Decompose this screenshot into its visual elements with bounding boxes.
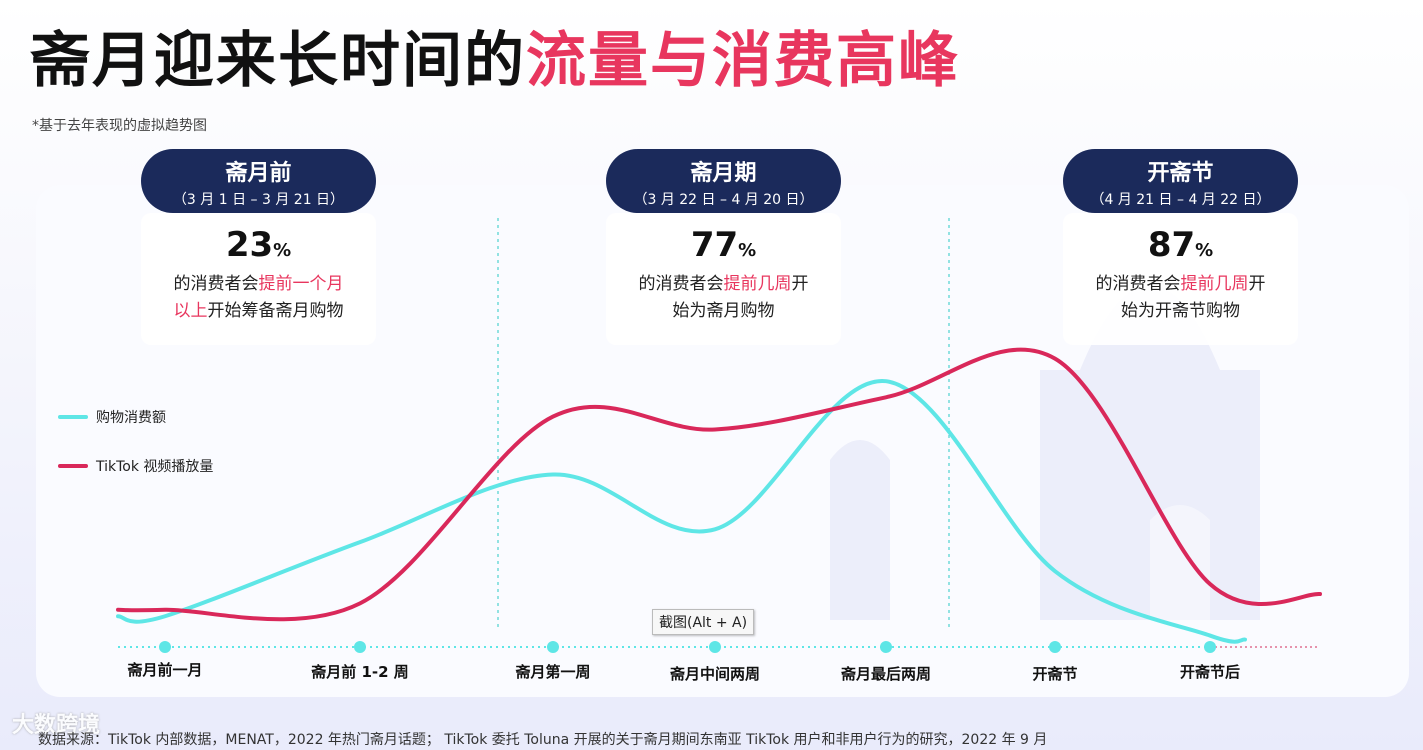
x-axis-marker	[159, 641, 171, 653]
x-tick-label: 斋月前 1-2 周	[310, 663, 409, 681]
legend-swatch	[58, 415, 88, 419]
stage-dates: （3 月 1 日 – 3 月 21 日）	[172, 192, 345, 208]
x-axis-marker	[547, 641, 559, 653]
stage-pill-2: 斋月期 （3 月 22 日 – 4 月 20 日）	[606, 149, 841, 213]
watermark-logo: 大数跨境	[12, 713, 101, 738]
x-axis-marker	[1204, 641, 1216, 653]
stage-card-1: 23% 的消费者会提前一个月 以上开始筹备斋月购物	[141, 213, 376, 345]
legend-item-views: TikTok 视频播放量	[58, 456, 213, 476]
x-axis-marker	[1049, 641, 1061, 653]
x-tick-label: 斋月第一周	[514, 663, 590, 681]
stage-pill-1: 斋月前 （3 月 1 日 – 3 月 21 日）	[141, 149, 376, 213]
data-source-note: 数据来源：TikTok 内部数据，MENAT，2022 年热门斋月话题； Tik…	[38, 732, 1048, 748]
title-part-2: 流量与消费高峰	[526, 26, 960, 96]
stage-name: 斋月期	[690, 161, 757, 186]
page-title: 斋月迎来长时间的流量与消费高峰	[30, 12, 960, 99]
x-axis-marker	[709, 641, 721, 653]
series-line-views	[116, 347, 1322, 622]
stage-pill-3: 开斋节 （4 月 21 日 – 4 月 22 日）	[1063, 149, 1298, 213]
stage-percent: 87%	[1147, 225, 1214, 265]
series-line-spend	[116, 379, 1247, 644]
stage-percent: 23%	[225, 225, 292, 265]
trend-note: *基于去年表现的虚拟趋势图	[32, 118, 207, 134]
stage-dates: （3 月 22 日 – 4 月 20 日）	[633, 192, 814, 208]
x-tick-label: 斋月最后两周	[840, 665, 931, 683]
stage-name: 开斋节	[1147, 161, 1214, 186]
legend-swatch	[58, 464, 88, 468]
stage-description: 的消费者会提前几周开 始为开斋节购物	[1095, 274, 1266, 321]
stage-description: 的消费者会提前一个月 以上开始筹备斋月购物	[173, 274, 344, 321]
x-tick-label: 开斋节后	[1180, 663, 1240, 681]
x-tick-label: 斋月中间两周	[669, 665, 760, 683]
x-tick-label: 开斋节	[1032, 665, 1077, 683]
legend-label: 购物消费额	[96, 410, 166, 426]
stage-card-2: 77% 的消费者会提前几周开 始为斋月购物	[606, 213, 841, 345]
stage-description: 的消费者会提前几周开 始为斋月购物	[638, 274, 809, 321]
stage-percent: 77%	[690, 225, 757, 265]
legend-label: TikTok 视频播放量	[96, 459, 214, 475]
legend-item-spend: 购物消费额	[58, 407, 166, 427]
stage-dates: （4 月 21 日 – 4 月 22 日）	[1090, 192, 1271, 208]
x-axis-marker	[880, 641, 892, 653]
title-part-1: 斋月迎来长时间的	[30, 26, 526, 96]
x-axis-marker	[354, 641, 366, 653]
screenshot-tooltip: 截图(Alt + A)	[652, 609, 755, 635]
stage-name: 斋月前	[225, 161, 292, 186]
stage-card-3: 87% 的消费者会提前几周开 始为开斋节购物	[1063, 213, 1298, 345]
x-tick-label: 斋月前一月	[126, 661, 202, 679]
